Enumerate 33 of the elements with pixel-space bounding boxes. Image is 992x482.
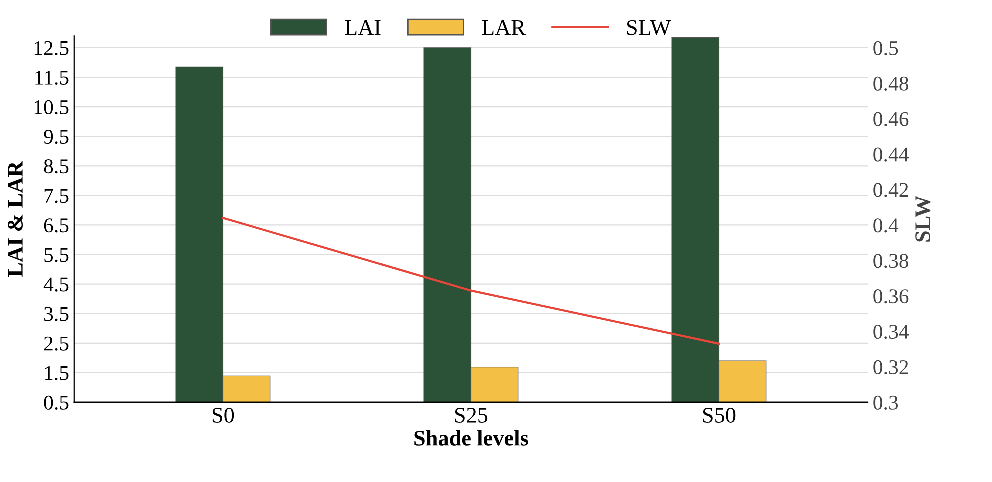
y-tick-label: 6.5 xyxy=(44,218,69,233)
y2-tick-label: 0.4 xyxy=(874,218,899,233)
y-tick-label: 10.5 xyxy=(34,100,69,115)
y-tick-label: 3.5 xyxy=(44,307,69,322)
y2-tick-label: 0.38 xyxy=(874,254,909,268)
y-tick-label: 5.5 xyxy=(44,248,69,262)
y2-tick-label: 0.3 xyxy=(874,396,898,410)
y2-tick-label: 0.36 xyxy=(874,290,909,304)
y-axis-title: LAI & LAR xyxy=(8,161,24,277)
y-tick-label: 1.5 xyxy=(45,366,69,380)
y-tick-label: 7.5 xyxy=(44,189,69,204)
y2-tick-label: 0.48 xyxy=(874,76,909,91)
y-tick-label: 0.5 xyxy=(44,396,69,410)
y2-tick-label: 0.46 xyxy=(874,112,909,126)
x-tick-label: S0 xyxy=(212,408,234,423)
y-tick-label: 12.5 xyxy=(34,41,69,56)
y2-tick-label: 0.42 xyxy=(874,183,908,198)
y-tick-label: 11.5 xyxy=(36,70,69,86)
y-tick-label: 9.5 xyxy=(44,130,69,144)
legend-label: LAI xyxy=(345,20,381,36)
y2-tick-label: 0.34 xyxy=(874,324,909,340)
y2-tick-label: 0.32 xyxy=(874,360,908,375)
x-tick-label: S50 xyxy=(703,408,736,423)
x-tick-label: S25 xyxy=(455,408,488,423)
y2-tick-label: 0.5 xyxy=(874,41,898,56)
y-tick-label: 4.5 xyxy=(44,278,69,292)
y-tick-label: 2.5 xyxy=(44,336,69,351)
y2-axis-title: SLW xyxy=(916,196,931,242)
x-axis-title: Shade levels xyxy=(414,430,528,446)
y-tick-label: 8.5 xyxy=(44,160,69,174)
legend-label: LAR xyxy=(482,20,526,36)
legend-label: SLW xyxy=(627,20,672,36)
y2-tick-label: 0.44 xyxy=(874,148,909,162)
